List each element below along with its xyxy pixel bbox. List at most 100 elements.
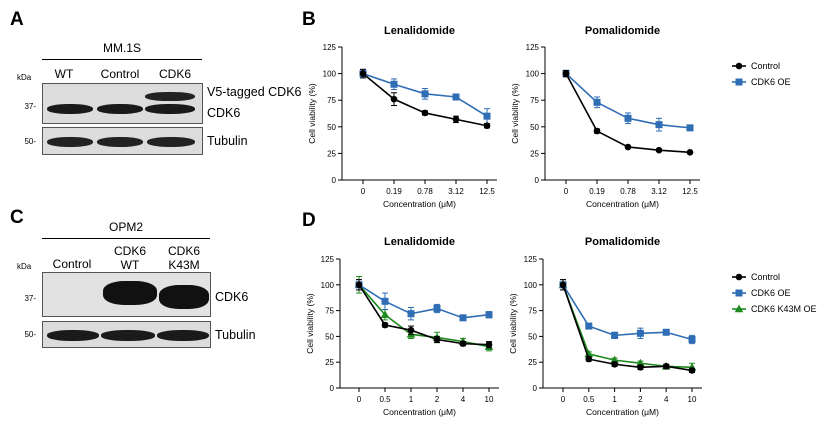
data-point (485, 341, 493, 348)
series-cdk6-oe (562, 69, 694, 132)
band-cdk6-control (97, 104, 143, 114)
data-point (611, 331, 619, 339)
lane-label-cdk6-wt-line2: WT (120, 258, 140, 272)
data-point (459, 340, 467, 347)
data-point (421, 109, 429, 117)
series-control (359, 68, 491, 130)
y-axis-label: Cell viability (%) (307, 83, 317, 144)
cell-line-label-a: MM.1S (102, 41, 141, 55)
x-tick-label: 2 (435, 395, 440, 404)
y-axis-label: Cell viability (%) (510, 83, 520, 144)
band-cdk6-k43m-c (159, 285, 209, 309)
mw-marker-50-c: 50- (24, 330, 36, 339)
x-tick-label: 3.12 (651, 187, 667, 196)
data-point (452, 93, 460, 101)
band-tubulin-a1 (47, 137, 93, 147)
y-tick-label: 50 (528, 332, 537, 341)
mw-marker-37-a: 37- (24, 102, 36, 111)
x-tick-label: 12.5 (479, 187, 495, 196)
legend-marker (734, 304, 744, 313)
y-tick-label: 125 (321, 255, 335, 264)
series-line (358, 284, 490, 348)
data-point (355, 281, 363, 289)
x-tick-label: 1 (409, 395, 414, 404)
data-point (686, 149, 694, 156)
series-line (562, 284, 693, 372)
legend-d: Control CDK6 OE CDK6 K43M OE (732, 272, 817, 314)
data-point (390, 80, 398, 88)
x-axis-label: Concentration (μM) (586, 199, 659, 209)
y-tick-label: 75 (530, 96, 539, 105)
series-line (358, 284, 490, 346)
lane-label-wt: WT (54, 67, 74, 81)
lane-label-control-c: Control (52, 257, 92, 271)
panel-letter-c: C (10, 207, 24, 228)
cell-line-divider-c (42, 238, 210, 239)
chart-pomalidomide-b: Pomalidomide 0 25 50 75 100 125 0 0.19 0.78 3.12 12… (510, 25, 700, 209)
data-point (407, 310, 415, 318)
lane-label-cdk6-k43m-line1: CDK6 (167, 244, 200, 258)
chart-pomalidomide-d: Pomalidomide 0 25 50 75 100 125 0 0.5 1 2 4 10 Concen… (508, 236, 702, 417)
kda-label-a: kDa (17, 73, 32, 82)
data-point (485, 311, 493, 319)
data-point (459, 314, 467, 322)
x-tick-label: 10 (485, 395, 494, 404)
series-line (562, 284, 693, 369)
data-point (637, 364, 644, 371)
chart-lenalidomide-d: Lenalidomide 0 25 50 75 100 125 0 0.5 1 2 4 10 Concen… (305, 236, 499, 417)
x-tick-label: 4 (461, 395, 466, 404)
legend-b: Control CDK6 OE (732, 61, 791, 87)
y-tick-label: 0 (332, 176, 337, 185)
cell-line-divider-a (42, 59, 202, 60)
legend-marker (735, 78, 743, 86)
data-point (686, 124, 694, 132)
y-tick-label: 100 (524, 281, 538, 290)
x-tick-label: 0.19 (386, 187, 402, 196)
blot-cdk6-c (42, 272, 211, 317)
series-line (358, 284, 490, 319)
data-point (593, 98, 601, 106)
data-point (688, 335, 696, 343)
cell-line-label-c: OPM2 (108, 220, 143, 234)
lane-label-cdk6-wt: CDK6 WT (104, 244, 156, 272)
panel-letter-b: B (302, 9, 316, 30)
y-tick-label: 75 (325, 307, 334, 316)
lane-label-control: Control (100, 67, 140, 81)
data-point (562, 70, 570, 77)
lane-label-cdk6-k43m-line2: K43M (168, 258, 200, 272)
y-tick-label: 125 (323, 43, 337, 52)
chart-title: Pomalidomide (585, 236, 660, 248)
data-point (593, 127, 601, 135)
data-point (662, 363, 670, 370)
series-cdk6-k43m-oe (354, 276, 494, 352)
blot-tubulin-a (42, 127, 203, 155)
y-tick-label: 125 (526, 43, 540, 52)
y-axis-label: Cell viability (%) (508, 293, 518, 354)
x-tick-label: 3.12 (448, 187, 464, 196)
x-tick-label: 0 (564, 187, 569, 196)
lane-label-cdk6: CDK6 (158, 67, 191, 81)
label-tubulin-c: Tubulin (215, 328, 256, 342)
legend-label: CDK6 OE (751, 77, 791, 87)
data-point (655, 121, 663, 129)
blot-tubulin-c (42, 321, 211, 348)
x-tick-label: 0.78 (620, 187, 636, 196)
y-tick-label: 50 (530, 123, 539, 132)
x-axis-label: Concentration (μM) (383, 407, 456, 417)
data-point (559, 281, 567, 289)
data-point (433, 305, 441, 313)
data-point (407, 326, 415, 334)
y-tick-label: 25 (530, 149, 539, 158)
chart-title: Lenalidomide (384, 25, 455, 37)
data-point (611, 360, 618, 368)
series-line (362, 72, 488, 127)
data-point (624, 114, 632, 122)
y-tick-label: 75 (528, 307, 537, 316)
x-tick-label: 10 (688, 395, 697, 404)
data-point (585, 355, 593, 363)
mw-marker-37-c: 37- (24, 294, 36, 303)
data-point (359, 70, 367, 77)
x-axis-label: Concentration (μM) (586, 407, 659, 417)
y-tick-label: 25 (327, 149, 336, 158)
